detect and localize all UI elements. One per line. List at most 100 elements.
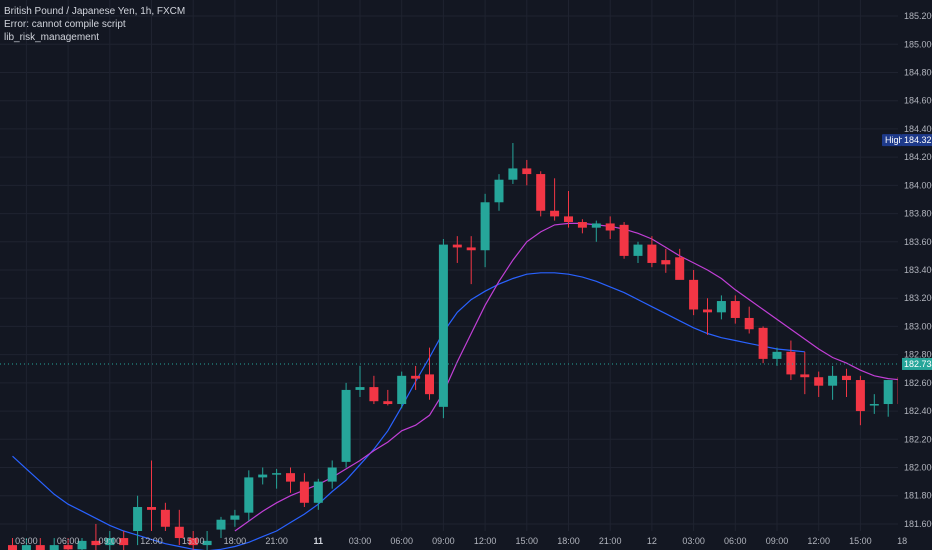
candle xyxy=(494,174,504,211)
candle-body xyxy=(299,481,309,503)
candle-body xyxy=(703,309,712,313)
candle-body xyxy=(438,244,448,407)
candle-body xyxy=(564,216,573,223)
candle xyxy=(800,351,810,395)
candle-body xyxy=(49,545,59,550)
candle xyxy=(550,178,560,221)
candle xyxy=(8,538,17,550)
candle xyxy=(772,347,782,366)
candle-body xyxy=(21,545,31,550)
candle xyxy=(703,298,712,335)
candle-body xyxy=(800,374,810,378)
script-error-label[interactable]: Error: cannot compile script xyxy=(4,19,126,30)
candle-body xyxy=(494,179,504,203)
candle xyxy=(147,460,156,531)
candle xyxy=(299,473,309,508)
candle-body xyxy=(855,380,865,412)
candle-body xyxy=(286,473,295,482)
candle xyxy=(397,371,407,409)
candle xyxy=(244,470,254,522)
candle-body xyxy=(466,247,476,251)
candle xyxy=(480,193,490,268)
candle-body xyxy=(174,526,184,539)
candle xyxy=(814,371,824,397)
time-tick-label: 06:00 xyxy=(390,536,413,546)
candle xyxy=(230,509,240,527)
candle xyxy=(91,523,101,550)
candle xyxy=(661,248,671,273)
candle-body xyxy=(689,279,699,310)
candle xyxy=(160,502,170,531)
candle xyxy=(21,538,31,550)
price-tick-label: 185.200 xyxy=(904,11,932,21)
price-tick-label: 182.400 xyxy=(904,406,932,416)
time-tick-label: 18 xyxy=(897,536,907,546)
price-tick-label: 182.600 xyxy=(904,378,932,388)
candle xyxy=(327,460,337,489)
high-value-tag xyxy=(902,134,932,147)
candle xyxy=(63,538,73,550)
price-tick-label: 181.600 xyxy=(904,519,932,529)
candle-body xyxy=(772,351,782,359)
candle xyxy=(438,238,448,419)
candle xyxy=(341,382,351,468)
candle-body xyxy=(633,244,643,256)
time-tick-label: 09:00 xyxy=(99,536,122,546)
candle xyxy=(35,538,45,550)
time-tick-label: 18:00 xyxy=(224,536,247,546)
candle-body xyxy=(355,387,365,390)
candle-body xyxy=(605,223,615,231)
candle-body xyxy=(327,467,337,482)
time-tick-label: 12:00 xyxy=(474,536,497,546)
candle-body xyxy=(480,202,490,251)
candle-body xyxy=(188,538,198,546)
last-price-text: 182.734 xyxy=(904,359,932,369)
indicator-name-label[interactable]: lib_risk_management xyxy=(4,32,100,43)
candle-body xyxy=(397,375,407,405)
candle xyxy=(675,248,685,280)
candle-body xyxy=(216,519,226,530)
time-axis[interactable]: 03:00 06:00 09:00 12:00 15:00 18:00 21:00 11 03:… xyxy=(15,536,907,546)
last-price-tag xyxy=(902,357,932,370)
candle-body xyxy=(730,301,740,318)
price-tick-label: 182.200 xyxy=(904,434,932,444)
grid-lines xyxy=(0,0,903,531)
price-axis[interactable]: 181.600 181.800 182.000 182.200 182.400 182.6… xyxy=(898,0,932,550)
candle-body xyxy=(35,545,45,550)
candle xyxy=(855,375,865,426)
price-tick-label: 185.000 xyxy=(904,39,932,49)
candle-body xyxy=(369,387,379,402)
chart-legend: British Pound / Japanese Yen, 1h, FXCM E… xyxy=(4,5,185,44)
candle xyxy=(383,389,393,406)
candle-body xyxy=(63,545,73,550)
time-tick-label: 21:00 xyxy=(599,536,622,546)
candle-body xyxy=(105,538,115,546)
high-label-text: High xyxy=(885,135,904,145)
candle xyxy=(411,365,421,390)
candle-body xyxy=(883,380,893,405)
time-tick-label: 11 xyxy=(314,536,324,546)
candle xyxy=(536,171,546,217)
candle-body xyxy=(814,377,824,386)
candle-body xyxy=(91,540,101,546)
price-tick-label: 182.000 xyxy=(904,463,932,473)
price-tick-label: 183.400 xyxy=(904,265,932,275)
candle xyxy=(522,159,532,186)
price-tick-label: 182.800 xyxy=(904,350,932,360)
candle xyxy=(77,538,87,550)
candle xyxy=(49,538,59,550)
moving-averages xyxy=(12,222,932,550)
candle xyxy=(577,219,587,234)
candle-body xyxy=(577,222,587,228)
candle-body xyxy=(411,375,421,379)
symbol-title[interactable]: British Pound / Japanese Yen, 1h, FXCM xyxy=(4,6,186,17)
candle-body xyxy=(244,477,254,513)
candle-body xyxy=(828,375,838,386)
candle xyxy=(689,270,699,316)
price-tick-label: 183.800 xyxy=(904,209,932,219)
candle xyxy=(564,190,573,228)
candle-body xyxy=(550,210,560,217)
candle xyxy=(105,531,115,550)
candle-body xyxy=(869,404,879,406)
